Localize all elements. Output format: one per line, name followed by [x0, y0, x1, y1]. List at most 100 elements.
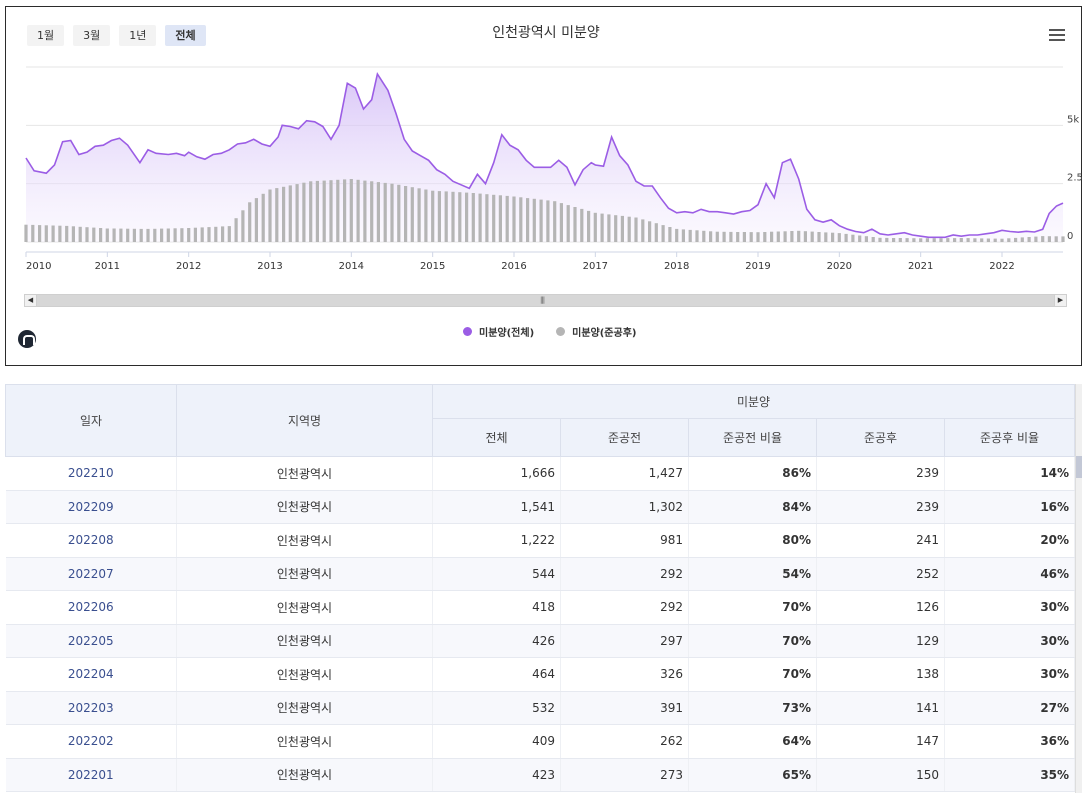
- header-before: 준공전: [560, 418, 689, 457]
- cell-before: 326: [560, 657, 689, 692]
- bar-after-completion: [790, 231, 794, 242]
- table-row[interactable]: 202209 인천광역시 1,541 1,302 84% 239 16%: [5, 490, 1076, 524]
- bar-after-completion: [695, 230, 699, 242]
- bar-after-completion: [1020, 237, 1024, 242]
- brand-logo-icon: [18, 330, 36, 348]
- bar-after-completion: [898, 238, 902, 242]
- bar-after-completion: [444, 191, 448, 242]
- bar-after-completion: [485, 194, 489, 242]
- table-row[interactable]: 202202 인천광역시 409 262 64% 147 36%: [5, 724, 1076, 759]
- bar-after-completion: [512, 196, 516, 242]
- bar-after-completion: [498, 195, 502, 242]
- table-row[interactable]: 202203 인천광역시 532 391 73% 141 27%: [5, 691, 1076, 725]
- cell-after: 241: [816, 523, 945, 558]
- table-row[interactable]: 202201 인천광역시 423 273 65% 150 35%: [5, 758, 1076, 792]
- cell-before: 262: [560, 724, 689, 759]
- bar-after-completion: [105, 228, 109, 242]
- bar-after-completion: [200, 227, 204, 242]
- cell-date: 202207: [5, 557, 177, 591]
- cell-region: 인천광역시: [176, 624, 433, 658]
- hamburger-menu-icon[interactable]: [1049, 29, 1065, 43]
- cell-before-ratio: 70%: [688, 624, 817, 658]
- x-tick-label: 2013: [257, 261, 282, 272]
- cell-total: 426: [432, 624, 561, 658]
- bar-after-completion: [736, 232, 740, 242]
- cell-after-ratio: 36%: [944, 724, 1076, 759]
- bar-after-completion: [939, 238, 943, 242]
- bar-after-completion: [112, 228, 116, 242]
- chart-legend: 미분양(전체) 미분양(준공후): [463, 324, 636, 339]
- x-tick-label: 2018: [664, 261, 689, 272]
- bar-after-completion: [302, 182, 306, 242]
- bar-after-completion: [675, 228, 679, 242]
- bar-after-completion: [973, 238, 977, 242]
- range-button-1m[interactable]: 1월: [27, 25, 65, 46]
- range-button-3m[interactable]: 3월: [73, 25, 111, 46]
- bar-after-completion: [207, 227, 211, 242]
- cell-before-ratio: 70%: [688, 590, 817, 625]
- cell-after-ratio: 16%: [944, 490, 1076, 524]
- range-button-all[interactable]: 전체: [165, 25, 206, 46]
- scroll-right-arrow-icon[interactable]: ▶: [1054, 294, 1067, 307]
- bar-after-completion: [607, 214, 611, 242]
- cell-date: 202201: [5, 758, 177, 792]
- bar-after-completion: [92, 227, 96, 242]
- bar-after-completion: [600, 213, 604, 242]
- y-tick-label: 5k: [1067, 114, 1079, 125]
- bar-after-completion: [410, 187, 414, 242]
- x-tick-label: 2016: [501, 261, 526, 272]
- table-row[interactable]: 202210 인천광역시 1,666 1,427 86% 239 14%: [5, 456, 1076, 491]
- table-scrollbar-thumb[interactable]: [1076, 456, 1082, 478]
- bar-after-completion: [85, 227, 89, 242]
- header-before-ratio: 준공전 비율: [688, 418, 817, 457]
- bar-after-completion: [404, 186, 408, 242]
- bar-after-completion: [383, 182, 387, 242]
- header-after: 준공후: [816, 418, 945, 457]
- table-row[interactable]: 202208 인천광역시 1,222 981 80% 241 20%: [5, 523, 1076, 558]
- cell-total: 423: [432, 758, 561, 792]
- cell-after: 150: [816, 758, 945, 792]
- chart-panel: 1월 3월 1년 전체 인천광역시 미분양 0 2.5k 5k 2010 2011 201…: [5, 6, 1082, 366]
- x-tick-label: 2011: [95, 261, 120, 272]
- bar-after-completion: [99, 228, 103, 242]
- bar-after-completion: [295, 184, 299, 242]
- bar-after-completion: [329, 180, 333, 242]
- scroll-grip-icon[interactable]: |||: [540, 296, 545, 304]
- bar-after-completion: [65, 225, 69, 242]
- bar-after-completion: [871, 237, 875, 242]
- bar-after-completion: [1054, 236, 1058, 242]
- range-button-1y[interactable]: 1년: [119, 25, 157, 46]
- cell-total: 544: [432, 557, 561, 591]
- chart-plot: 0 2.5k 5k 2010 2011 2012 2013 2014 2015 2016 2017 2…: [24, 66, 1082, 272]
- legend-item-after[interactable]: 미분양(준공후): [556, 324, 636, 339]
- table-row[interactable]: 202204 인천광역시 464 326 70% 138 30%: [5, 657, 1076, 692]
- cell-total: 1,222: [432, 523, 561, 558]
- bar-after-completion: [51, 225, 55, 242]
- bar-after-completion: [227, 226, 231, 242]
- bar-after-completion: [1061, 236, 1065, 242]
- bar-after-completion: [417, 188, 421, 242]
- chart-navigator-scrollbar[interactable]: ◀ ||| ▶: [24, 294, 1067, 307]
- bar-after-completion: [397, 184, 401, 242]
- bar-after-completion: [803, 231, 807, 242]
- y-tick-label: 0: [1067, 231, 1073, 242]
- bar-after-completion: [770, 231, 774, 242]
- x-tick-label: 2017: [583, 261, 608, 272]
- table-row[interactable]: 202205 인천광역시 426 297 70% 129 30%: [5, 624, 1076, 658]
- cell-total: 464: [432, 657, 561, 692]
- cell-after: 129: [816, 624, 945, 658]
- bar-after-completion: [919, 238, 923, 242]
- table-row[interactable]: 202207 인천광역시 544 292 54% 252 46%: [5, 557, 1076, 591]
- header-date: 일자: [5, 384, 177, 457]
- data-table: 일자 지역명 미분양 전체 준공전 준공전 비율 준공후 준공후 비율 2022…: [5, 384, 1076, 792]
- table-row[interactable]: 202206 인천광역시 418 292 70% 126 30%: [5, 590, 1076, 625]
- cell-before: 273: [560, 758, 689, 792]
- legend-item-total[interactable]: 미분양(전체): [463, 324, 534, 339]
- cell-before-ratio: 54%: [688, 557, 817, 591]
- bar-after-completion: [681, 229, 685, 242]
- bar-after-completion: [742, 232, 746, 242]
- bar-after-completion: [702, 230, 706, 242]
- scroll-left-arrow-icon[interactable]: ◀: [24, 294, 37, 307]
- table-scrollbar[interactable]: [1075, 384, 1082, 793]
- cell-before: 1,302: [560, 490, 689, 524]
